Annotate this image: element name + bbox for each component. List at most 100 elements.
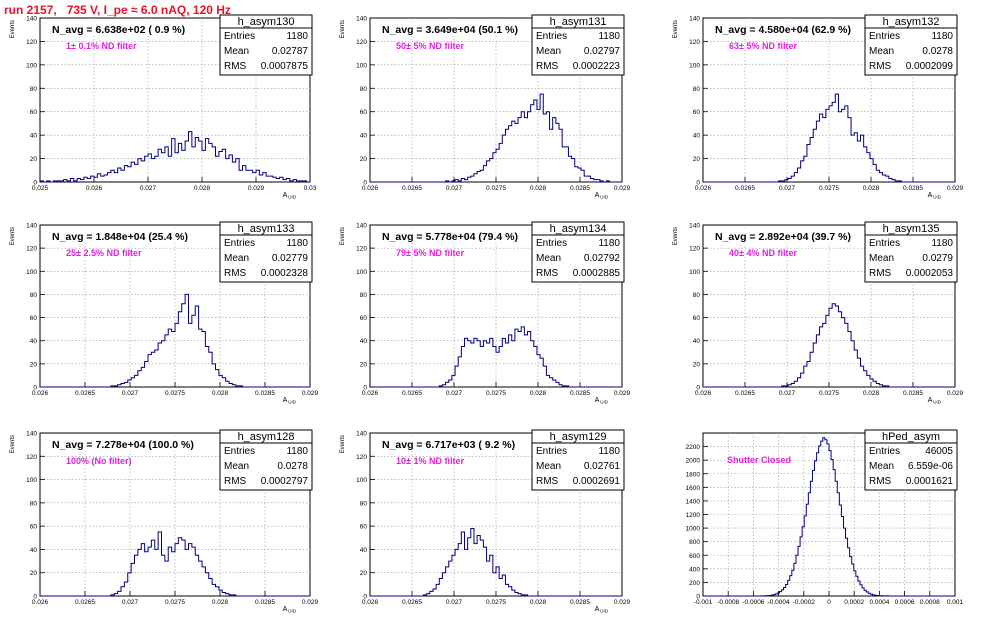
histogram-line bbox=[703, 437, 955, 597]
stats-value: 0.02787 bbox=[272, 46, 309, 57]
y-tick-label: 40 bbox=[693, 338, 701, 345]
stats-value: 0.0002223 bbox=[573, 61, 621, 72]
y-axis-title: Events bbox=[10, 20, 16, 38]
filter-label: Shutter Closed bbox=[727, 455, 791, 465]
histogram-line bbox=[370, 93, 622, 183]
n-avg-label: N_avg = 4.580e+04 (62.9 %) bbox=[715, 24, 851, 36]
y-tick-label: 100 bbox=[26, 477, 37, 484]
y-axis-title: Events bbox=[10, 435, 16, 453]
stats-box bbox=[219, 234, 313, 283]
x-tick-label: 0.027 bbox=[779, 390, 796, 397]
y-tick-label: 100 bbox=[356, 62, 367, 69]
x-tick-label: 0.0275 bbox=[165, 599, 185, 606]
x-tick-label: 0.027 bbox=[122, 599, 139, 606]
y-axis-title: Events bbox=[340, 227, 346, 245]
y-tick-label: 0 bbox=[33, 180, 37, 187]
x-tick-label: 0.027 bbox=[140, 185, 157, 192]
histogram-panel-h_asym135: 0.026 0.0265 0.027 0.0275 0.028 0.0285 0.029 0 2… bbox=[673, 221, 964, 405]
y-tick-label: 100 bbox=[689, 269, 700, 276]
stats-label: RMS bbox=[224, 476, 247, 487]
histogram-name: h_asym129 bbox=[550, 431, 607, 443]
n-avg-box bbox=[371, 437, 519, 451]
y-tick-label: 140 bbox=[26, 431, 37, 438]
stats-box bbox=[219, 442, 313, 491]
x-tick-label: 0.0275 bbox=[486, 390, 506, 397]
x-tick-label: 0.0275 bbox=[486, 185, 506, 192]
n-avg-label: N_avg = 6.638e+02 ( 0.9 %) bbox=[52, 24, 185, 36]
x-tick-label: 0.0008 bbox=[920, 599, 940, 606]
x-tick-label: 0.027 bbox=[779, 185, 796, 192]
x-axis-title: AUID bbox=[928, 397, 942, 405]
n-avg-box bbox=[704, 229, 855, 243]
x-tick-label: 0.028 bbox=[194, 185, 211, 192]
stats-value: 0.0002328 bbox=[261, 268, 309, 279]
y-tick-label: 120 bbox=[356, 39, 367, 46]
y-tick-label: 40 bbox=[30, 547, 38, 554]
stats-label: Entries bbox=[536, 31, 567, 42]
n-avg-box bbox=[371, 229, 522, 243]
y-tick-label: 20 bbox=[693, 361, 701, 368]
y-tick-label: 0 bbox=[696, 385, 700, 392]
stats-box bbox=[531, 27, 625, 76]
y-tick-label: 800 bbox=[689, 539, 700, 546]
x-tick-label: 0.03 bbox=[304, 185, 317, 192]
x-tick-label: 0.0285 bbox=[570, 599, 590, 606]
stats-value: 1180 bbox=[931, 31, 953, 42]
y-tick-label: 80 bbox=[30, 500, 38, 507]
y-tick-label: 20 bbox=[693, 156, 701, 163]
stats-box bbox=[864, 234, 958, 283]
x-tick-label: 0.027 bbox=[446, 599, 463, 606]
y-tick-label: 0 bbox=[696, 180, 700, 187]
x-tick-label: 0.0275 bbox=[486, 599, 506, 606]
y-tick-label: 60 bbox=[30, 315, 38, 322]
y-tick-label: 400 bbox=[689, 566, 700, 573]
stats-box bbox=[219, 27, 313, 76]
stats-label: Entries bbox=[224, 446, 255, 457]
y-tick-label: 120 bbox=[689, 246, 700, 253]
y-tick-label: 0 bbox=[33, 594, 37, 601]
y-tick-label: 40 bbox=[693, 133, 701, 140]
stats-label: Entries bbox=[224, 31, 255, 42]
y-tick-label: 120 bbox=[26, 454, 37, 461]
y-tick-label: 120 bbox=[26, 39, 37, 46]
y-tick-label: 40 bbox=[360, 133, 368, 140]
stats-label: Mean bbox=[536, 46, 561, 57]
x-tick-label: 0.027 bbox=[446, 185, 463, 192]
histogram-name: h_asym134 bbox=[550, 223, 607, 235]
x-axis-title: AUID bbox=[595, 606, 609, 614]
x-axis-title: AUID bbox=[283, 606, 297, 614]
stats-value: 0.0278 bbox=[277, 461, 308, 472]
stats-box bbox=[864, 27, 958, 76]
histogram-name: hPed_asym bbox=[882, 431, 940, 443]
histogram-line bbox=[370, 326, 622, 388]
stats-label: Mean bbox=[224, 253, 249, 264]
y-tick-label: 600 bbox=[689, 553, 700, 560]
x-tick-label: 0.0265 bbox=[75, 390, 95, 397]
y-tick-label: 20 bbox=[360, 361, 368, 368]
y-tick-label: 60 bbox=[30, 524, 38, 531]
y-tick-label: 1200 bbox=[686, 512, 701, 519]
x-tick-label: 0.026 bbox=[695, 185, 712, 192]
x-tick-label: 0.025 bbox=[32, 185, 49, 192]
n-avg-box bbox=[704, 22, 855, 36]
y-tick-label: 140 bbox=[356, 16, 367, 23]
x-tick-label: 0.029 bbox=[947, 390, 964, 397]
y-tick-label: 100 bbox=[356, 269, 367, 276]
histogram-panel-h_asym130: 0.025 0.026 0.027 0.028 0.029 0.03 0 20 40 60 80 10… bbox=[10, 14, 317, 200]
y-tick-label: 80 bbox=[360, 86, 368, 93]
stats-label: RMS bbox=[869, 268, 892, 279]
stats-value: 0.0002053 bbox=[906, 268, 954, 279]
y-tick-label: 120 bbox=[356, 454, 367, 461]
x-tick-label: -0.0006 bbox=[742, 599, 764, 606]
stats-label: Mean bbox=[869, 253, 894, 264]
histogram-panel-hPed_asym: -0.001 -0.0008 -0.0006 -0.0004 -0.0002 0 0.000… bbox=[686, 429, 964, 606]
histogram-name: h_asym133 bbox=[238, 223, 295, 235]
n-avg-label: N_avg = 1.848e+04 (25.4 %) bbox=[52, 231, 188, 243]
stats-value: 0.02792 bbox=[584, 253, 621, 264]
x-tick-label: 0.0285 bbox=[570, 185, 590, 192]
y-tick-label: 60 bbox=[360, 109, 368, 116]
y-tick-label: 80 bbox=[30, 86, 38, 93]
stats-box bbox=[864, 442, 958, 491]
x-axis-title: AUID bbox=[595, 397, 609, 405]
stats-label: Entries bbox=[869, 31, 900, 42]
